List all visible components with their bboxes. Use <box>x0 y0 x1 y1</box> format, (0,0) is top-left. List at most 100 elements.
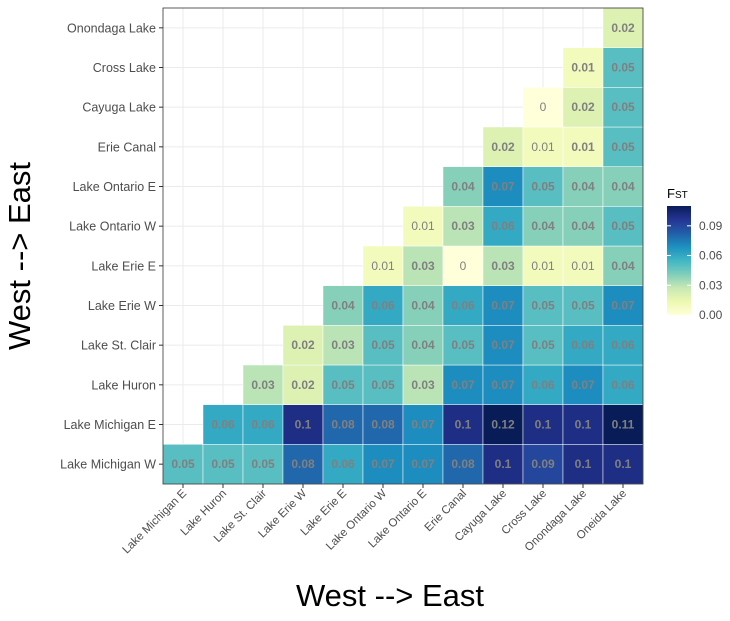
cell-value-label: 0.01 <box>371 259 395 273</box>
cell-value-label: 0.04 <box>571 219 595 233</box>
cell-value-label: 0.07 <box>491 299 515 313</box>
heatmap-cell <box>522 285 564 326</box>
cell-value-label: 0.02 <box>611 21 635 35</box>
heatmap-cell <box>482 404 524 445</box>
cell-value-label: 0.04 <box>571 180 595 194</box>
heatmap-cell <box>482 245 524 286</box>
cell-value-label: 0.1 <box>575 457 592 471</box>
cell-value-label: 0.05 <box>451 338 475 352</box>
heatmap-cell <box>282 404 324 445</box>
heatmap-cell <box>282 325 324 366</box>
heatmap-cell <box>322 325 364 366</box>
cell-value-label: 0.07 <box>411 457 435 471</box>
heatmap-cell <box>562 87 604 128</box>
heatmap-cell <box>162 444 204 485</box>
y-tick-label: Lake Huron <box>91 378 156 392</box>
heatmap-cell <box>202 444 244 485</box>
cell-value-label: 0.1 <box>455 418 472 432</box>
heatmap-cell <box>362 245 404 286</box>
cell-value-label: 0.05 <box>531 180 555 194</box>
cell-value-label: 0.05 <box>611 61 635 75</box>
heatmap-cell <box>402 285 444 326</box>
legend-tick-label: 0.03 <box>699 278 723 292</box>
heatmap-cell <box>362 404 404 445</box>
heatmap-cell <box>562 285 604 326</box>
legend-tick-label: 0.00 <box>699 308 723 322</box>
y-tick-label: Erie Canal <box>98 140 156 154</box>
cell-value-label: 0.04 <box>411 299 435 313</box>
cell-value-label: 0.1 <box>535 418 552 432</box>
y-tick-label: Cayuga Lake <box>82 101 156 115</box>
cell-value-label: 0 <box>460 259 467 273</box>
cell-value-label: 0.02 <box>291 378 315 392</box>
heatmap-cell <box>402 245 444 286</box>
heatmap-cell <box>522 87 564 128</box>
cell-value-label: 0.04 <box>611 259 635 273</box>
heatmap-cell <box>402 444 444 485</box>
cell-value-label: 0.05 <box>531 338 555 352</box>
y-tick-label: Lake Michigan E <box>64 418 156 432</box>
cell-value-label: 0.01 <box>571 259 595 273</box>
cell-value-label: 0.05 <box>371 378 395 392</box>
cell-value-label: 0.05 <box>251 457 275 471</box>
cell-value-label: 0.09 <box>531 457 555 471</box>
y-tick-label: Lake Ontario E <box>73 180 156 194</box>
heatmap-cell <box>242 364 284 405</box>
legend-tick-label: 0.06 <box>699 249 723 263</box>
cell-value-label: 0.06 <box>611 338 635 352</box>
cell-value-label: 0.05 <box>331 378 355 392</box>
legend-colorbar <box>667 206 691 315</box>
heatmap-cell <box>322 364 364 405</box>
heatmap-cell <box>442 285 484 326</box>
cell-value-label: 0.08 <box>451 457 475 471</box>
heatmap-cell <box>602 245 644 286</box>
cell-value-label: 0.03 <box>491 259 515 273</box>
cell-value-label: 0.08 <box>331 418 355 432</box>
cell-value-label: 0.04 <box>451 180 475 194</box>
cell-value-label: 0.1 <box>615 457 632 471</box>
heatmap-cell <box>602 285 644 326</box>
cell-value-label: 0.07 <box>491 338 515 352</box>
y-tick-label: Lake Ontario W <box>69 220 156 234</box>
cell-value-label: 0.07 <box>451 378 475 392</box>
heatmap-cell <box>602 444 644 485</box>
cell-value-label: 0.1 <box>295 418 312 432</box>
y-tick-label: Lake Michigan W <box>60 458 156 472</box>
cell-value-label: 0.04 <box>411 338 435 352</box>
y-tick-label: Cross Lake <box>93 61 156 75</box>
cell-value-label: 0.06 <box>491 219 515 233</box>
cell-value-label: 0.06 <box>371 299 395 313</box>
cell-value-label: 0.08 <box>291 457 315 471</box>
cell-value-label: 0.04 <box>611 180 635 194</box>
legend-tick-label: 0.09 <box>699 219 723 233</box>
heatmap-cell <box>442 364 484 405</box>
cell-value-label: 0.02 <box>491 140 515 154</box>
cell-value-label: 0.01 <box>571 61 595 75</box>
cell-value-label: 0.04 <box>531 219 555 233</box>
heatmap-cell <box>442 325 484 366</box>
cell-value-label: 0.05 <box>611 140 635 154</box>
legend-title: FST <box>667 186 688 201</box>
cell-value-label: 0.07 <box>371 457 395 471</box>
cell-value-label: 0.01 <box>531 259 555 273</box>
heatmap-cell <box>402 364 444 405</box>
heatmap-cell <box>482 364 524 405</box>
cell-value-label: 0.06 <box>331 457 355 471</box>
heatmap-cell <box>202 404 244 445</box>
x-tick-label: Lake Michigan E <box>121 487 190 556</box>
heatmap-cell <box>522 444 564 485</box>
cell-value-label: 0.01 <box>531 140 555 154</box>
cell-value-label: 0.07 <box>571 378 595 392</box>
heatmap-cell <box>602 47 644 88</box>
heatmap-cell <box>482 444 524 485</box>
heatmap-cell <box>322 404 364 445</box>
x-axis-title: West --> East <box>296 578 484 613</box>
cell-value-label: 0.02 <box>291 338 315 352</box>
cell-value-label: 0.04 <box>331 299 355 313</box>
cell-value-label: 0.1 <box>575 418 592 432</box>
cell-value-label: 0.05 <box>611 219 635 233</box>
legend-title-main: F <box>667 186 675 201</box>
heatmap-cell <box>562 325 604 366</box>
cell-value-label: 0.01 <box>571 140 595 154</box>
